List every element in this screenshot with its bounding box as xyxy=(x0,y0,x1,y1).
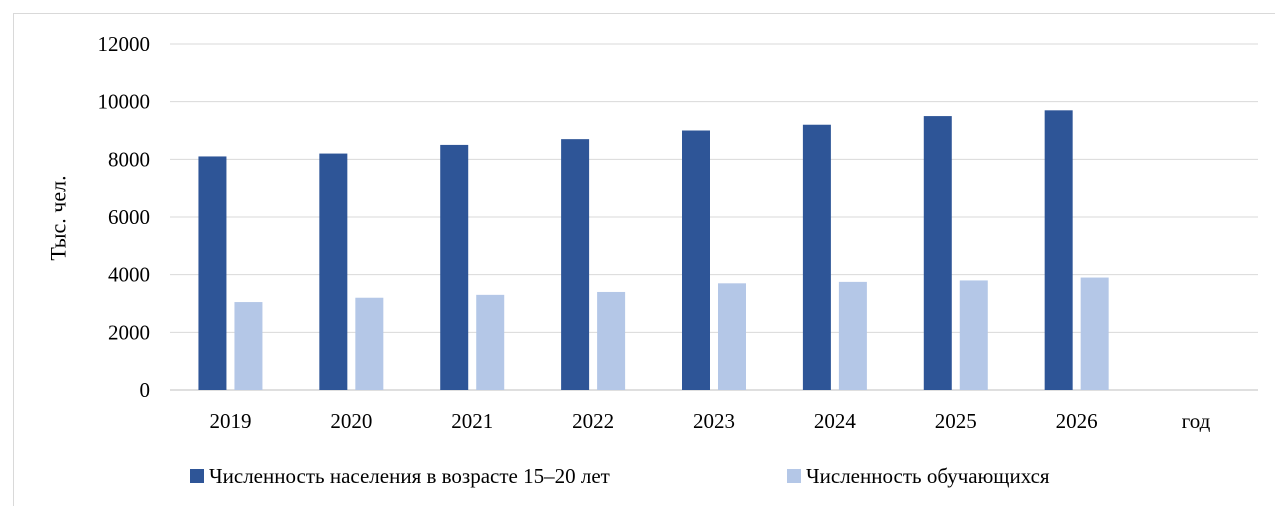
y-tick-label: 8000 xyxy=(108,147,150,171)
bar-students xyxy=(1080,277,1109,390)
y-tick-label: 10000 xyxy=(98,90,151,114)
bar-population xyxy=(1044,110,1073,391)
legend: Численность населения в возрасте 15–20 л… xyxy=(190,464,1050,488)
bar-students xyxy=(597,291,626,390)
y-axis-label: Тыс. чел. xyxy=(46,175,71,260)
y-tick-label: 4000 xyxy=(108,263,150,287)
x-axis-ticks: 2019 2020 2021 2022 2023 2024 2025 2026 xyxy=(209,409,1097,433)
bar-students xyxy=(355,297,384,390)
legend-label: Численность населения в возрасте 15–20 л… xyxy=(209,464,610,488)
bar-population xyxy=(198,156,227,390)
x-axis-label: год xyxy=(1182,409,1211,433)
legend-label: Численность обучающихся xyxy=(806,464,1050,488)
y-tick-label: 6000 xyxy=(108,205,150,229)
x-tick-label: 2022 xyxy=(572,409,614,433)
bar-students xyxy=(959,280,988,390)
gridlines xyxy=(170,43,1258,391)
bars xyxy=(198,110,1109,391)
chart-frame xyxy=(13,13,1275,506)
legend-swatch xyxy=(787,469,801,483)
y-tick-label: 0 xyxy=(140,378,151,402)
bar-population xyxy=(440,144,469,390)
x-tick-label: 2019 xyxy=(209,409,251,433)
bar-students xyxy=(838,281,867,390)
legend-swatch xyxy=(190,469,204,483)
x-tick-label: 2020 xyxy=(330,409,372,433)
x-tick-label: 2024 xyxy=(814,409,857,433)
bar-population xyxy=(802,124,831,390)
y-axis-ticks: 0 2000 4000 6000 8000 10000 12000 xyxy=(98,32,151,402)
bar-students xyxy=(718,283,746,390)
bar-population xyxy=(923,116,952,390)
x-tick-label: 2023 xyxy=(693,409,735,433)
bar-students xyxy=(234,302,263,390)
x-tick-label: 2021 xyxy=(451,409,493,433)
y-tick-label: 12000 xyxy=(98,32,151,56)
bar-students xyxy=(476,294,505,390)
bar-population xyxy=(319,153,348,390)
bar-population xyxy=(561,139,590,390)
y-tick-label: 2000 xyxy=(108,320,150,344)
x-tick-label: 2025 xyxy=(935,409,977,433)
x-tick-label: 2026 xyxy=(1056,409,1098,433)
bar-population xyxy=(682,130,710,390)
